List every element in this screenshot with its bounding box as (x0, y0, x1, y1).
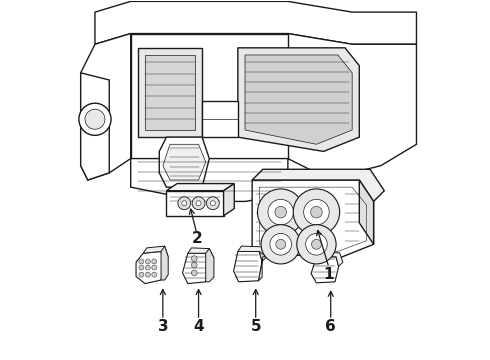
Polygon shape (81, 73, 109, 180)
Circle shape (297, 225, 336, 264)
Circle shape (139, 259, 144, 264)
Polygon shape (223, 184, 234, 216)
Circle shape (276, 239, 286, 249)
Circle shape (146, 272, 150, 277)
Circle shape (139, 265, 144, 270)
Circle shape (270, 234, 292, 255)
Polygon shape (206, 249, 214, 282)
Polygon shape (311, 257, 339, 283)
Polygon shape (167, 191, 223, 216)
Circle shape (192, 262, 197, 268)
Text: 2: 2 (192, 231, 202, 247)
Circle shape (275, 206, 287, 218)
Circle shape (206, 197, 220, 210)
Circle shape (152, 272, 157, 277)
Circle shape (311, 206, 322, 218)
Circle shape (312, 239, 321, 249)
Circle shape (306, 234, 327, 255)
Polygon shape (131, 33, 288, 158)
Circle shape (196, 201, 201, 206)
Text: 4: 4 (193, 319, 204, 334)
Text: 1: 1 (324, 267, 334, 282)
Polygon shape (131, 158, 288, 202)
Polygon shape (159, 137, 209, 187)
Polygon shape (143, 246, 168, 262)
Polygon shape (95, 1, 416, 44)
Circle shape (182, 201, 187, 206)
Circle shape (210, 201, 215, 206)
Circle shape (268, 199, 294, 225)
Circle shape (139, 272, 144, 277)
Text: 3: 3 (157, 319, 168, 334)
Polygon shape (252, 169, 384, 202)
Polygon shape (259, 251, 267, 281)
Circle shape (192, 256, 197, 261)
Circle shape (261, 225, 300, 264)
Polygon shape (238, 246, 267, 261)
Polygon shape (252, 180, 373, 258)
Circle shape (293, 189, 340, 235)
Polygon shape (234, 251, 262, 282)
Polygon shape (167, 184, 234, 191)
Polygon shape (81, 33, 131, 180)
Polygon shape (317, 252, 343, 266)
Polygon shape (188, 248, 214, 262)
Polygon shape (288, 33, 416, 173)
Text: 6: 6 (325, 319, 336, 334)
Circle shape (178, 197, 191, 210)
Circle shape (79, 103, 111, 135)
Circle shape (152, 265, 157, 270)
Text: 5: 5 (250, 319, 261, 334)
Polygon shape (202, 102, 238, 137)
Polygon shape (145, 55, 195, 130)
Circle shape (146, 259, 150, 264)
Polygon shape (359, 180, 373, 244)
Circle shape (146, 265, 150, 270)
Circle shape (258, 189, 304, 235)
Polygon shape (161, 246, 168, 280)
Polygon shape (238, 48, 359, 152)
Circle shape (192, 197, 205, 210)
Circle shape (192, 270, 197, 276)
Polygon shape (136, 251, 165, 284)
Circle shape (152, 259, 157, 264)
Polygon shape (163, 144, 206, 180)
Polygon shape (182, 253, 209, 284)
Circle shape (85, 109, 105, 129)
Polygon shape (138, 48, 202, 137)
Circle shape (304, 199, 329, 225)
Polygon shape (245, 55, 352, 144)
